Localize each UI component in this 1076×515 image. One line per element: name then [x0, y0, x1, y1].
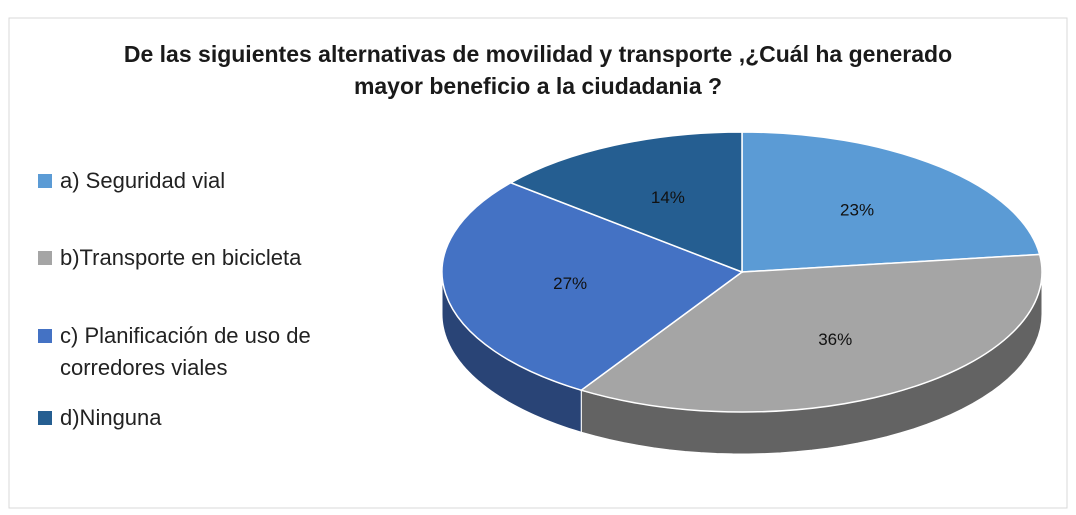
data-label: 23%: [840, 201, 874, 220]
legend-label: a) Seguridad vial: [60, 168, 226, 193]
legend-label: d)Ninguna: [60, 405, 162, 430]
data-label: 14%: [651, 188, 685, 207]
legend-item: b)Transporte en bicicleta: [38, 242, 390, 274]
legend-swatch: [38, 174, 52, 188]
legend-item: c) Planificación de uso de corredores vi…: [38, 320, 390, 384]
legend-item: a) Seguridad vial: [38, 165, 390, 197]
legend-swatch: [38, 411, 52, 425]
slice: [441, 181, 744, 392]
data-label: 36%: [818, 330, 852, 349]
chart-title: De las siguientes alternativas de movili…: [123, 41, 953, 99]
slice: [509, 131, 743, 274]
data-label: 27%: [553, 274, 587, 293]
legend-label: c) Planificación de uso de corredores vi…: [60, 323, 311, 380]
legend-swatch: [38, 251, 52, 265]
legend-label: b)Transporte en bicicleta: [60, 245, 302, 270]
slice: [579, 253, 1043, 413]
legend-item: d)Ninguna: [38, 402, 390, 434]
legend-swatch: [38, 329, 52, 343]
slice: [741, 131, 1041, 273]
